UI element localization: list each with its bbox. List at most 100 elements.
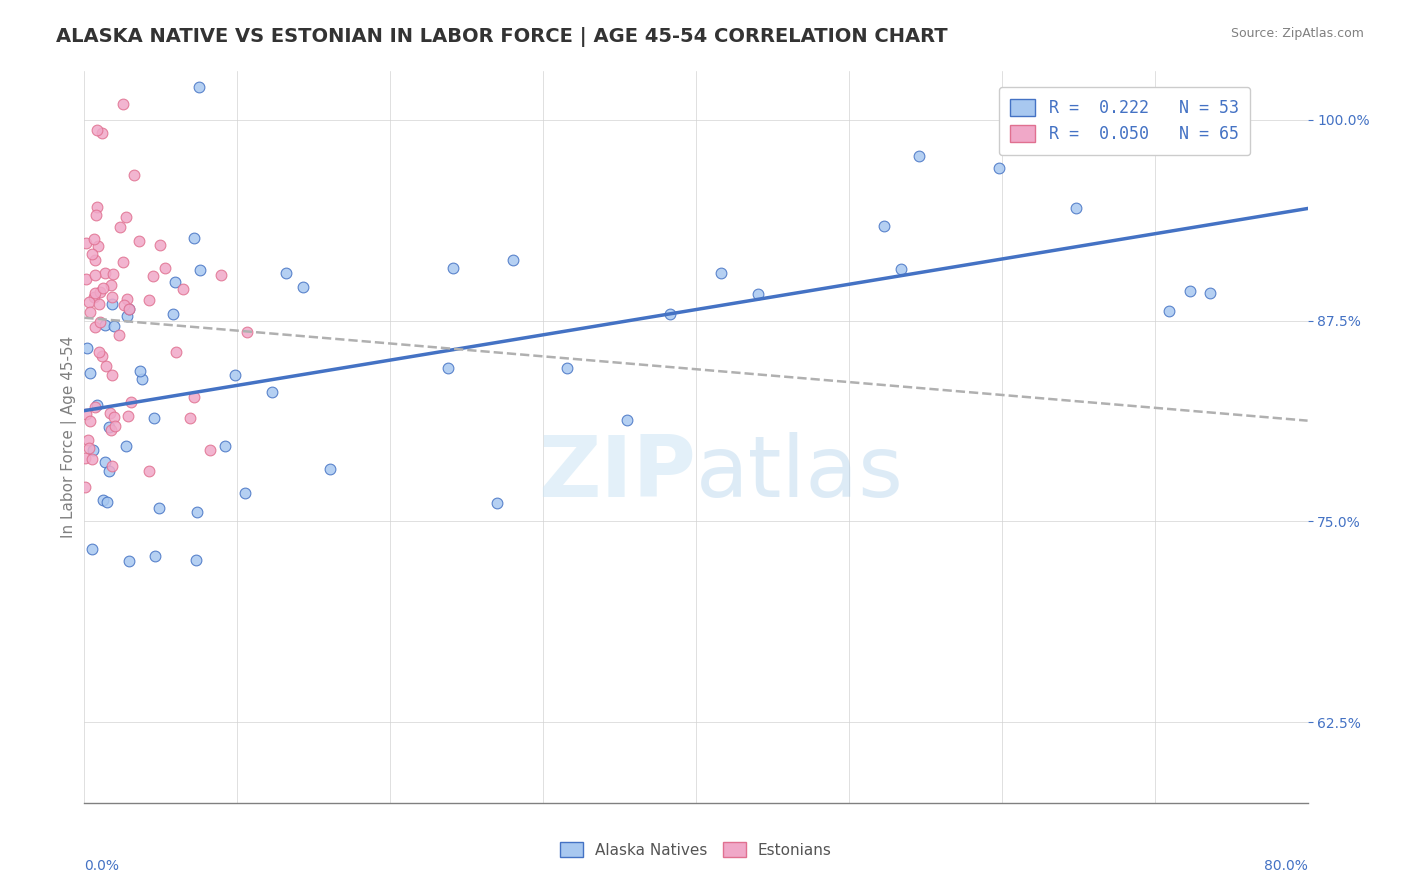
Point — [100, 423, 122, 437]
Point — [441, 261, 464, 276]
Point — [184, 552, 207, 566]
Point — [77, 434, 100, 448]
Point — [84, 268, 107, 282]
Point — [86, 200, 108, 214]
Point — [94, 267, 117, 281]
Text: 0.0%: 0.0% — [84, 859, 120, 873]
Point — [100, 296, 122, 310]
Point — [114, 211, 136, 225]
Point — [209, 268, 232, 283]
Point — [143, 549, 166, 563]
Point — [122, 169, 145, 183]
Point — [148, 500, 170, 515]
Point — [111, 96, 134, 111]
Point — [97, 420, 120, 434]
Text: 80.0%: 80.0% — [1264, 859, 1308, 873]
Point — [91, 281, 114, 295]
Point — [83, 290, 105, 304]
Point — [198, 442, 221, 457]
Point — [987, 161, 1010, 175]
Point — [94, 455, 117, 469]
Point — [224, 368, 246, 383]
Point — [103, 267, 125, 281]
Point — [437, 360, 460, 375]
Point — [111, 255, 134, 269]
Point — [83, 232, 105, 246]
Point — [80, 541, 103, 556]
Point — [1178, 284, 1201, 298]
Point — [659, 307, 682, 321]
Point — [89, 315, 111, 329]
Point — [276, 267, 298, 281]
Point — [118, 301, 141, 316]
Point — [75, 272, 97, 286]
Point — [83, 400, 105, 414]
Point — [87, 239, 110, 253]
Point — [502, 252, 524, 267]
Point — [96, 495, 118, 509]
Point — [83, 320, 105, 334]
Point — [84, 208, 107, 222]
Point — [165, 344, 187, 359]
Point — [1157, 304, 1180, 318]
Point — [172, 282, 194, 296]
Point — [73, 450, 96, 465]
Point — [89, 297, 111, 311]
Point — [153, 260, 176, 275]
Point — [747, 286, 769, 301]
Point — [710, 266, 733, 280]
Point — [187, 80, 209, 95]
Point — [214, 439, 236, 453]
Point — [1066, 201, 1088, 215]
Point — [138, 464, 160, 478]
Point — [84, 285, 107, 300]
Point — [262, 385, 284, 400]
Point — [94, 359, 117, 374]
Point — [118, 554, 141, 568]
Text: ZIP: ZIP — [538, 432, 696, 516]
Text: Source: ZipAtlas.com: Source: ZipAtlas.com — [1230, 27, 1364, 40]
Point — [1199, 286, 1222, 301]
Point — [86, 123, 108, 137]
Point — [890, 261, 912, 276]
Point — [616, 413, 638, 427]
Point — [110, 219, 132, 234]
Point — [128, 234, 150, 248]
Point — [91, 493, 114, 508]
Point — [82, 246, 104, 260]
Point — [73, 480, 96, 494]
Point — [103, 319, 125, 334]
Point — [79, 414, 101, 428]
Point — [80, 451, 103, 466]
Point — [98, 406, 121, 420]
Point — [873, 219, 896, 234]
Point — [107, 328, 129, 343]
Point — [186, 505, 208, 519]
Point — [183, 390, 205, 404]
Point — [86, 398, 108, 412]
Point — [75, 235, 97, 250]
Point — [129, 363, 152, 377]
Point — [908, 149, 931, 163]
Point — [485, 496, 508, 510]
Point — [100, 277, 122, 292]
Point — [101, 368, 124, 382]
Point — [79, 305, 101, 319]
Point — [76, 341, 98, 355]
Point — [98, 464, 121, 478]
Point — [100, 458, 122, 473]
Text: atlas: atlas — [696, 432, 904, 516]
Point — [77, 295, 100, 310]
Point — [165, 275, 187, 289]
Point — [75, 407, 97, 421]
Point — [117, 409, 139, 423]
Text: ALASKA NATIVE VS ESTONIAN IN LABOR FORCE | AGE 45-54 CORRELATION CHART: ALASKA NATIVE VS ESTONIAN IN LABOR FORCE… — [56, 27, 948, 46]
Point — [142, 411, 165, 425]
Point — [179, 411, 201, 425]
Y-axis label: In Labor Force | Age 45-54: In Labor Force | Age 45-54 — [62, 336, 77, 538]
Point — [138, 293, 160, 307]
Legend: Alaska Natives, Estonians: Alaska Natives, Estonians — [550, 831, 842, 868]
Point — [79, 366, 101, 380]
Point — [149, 238, 172, 252]
Point — [555, 360, 578, 375]
